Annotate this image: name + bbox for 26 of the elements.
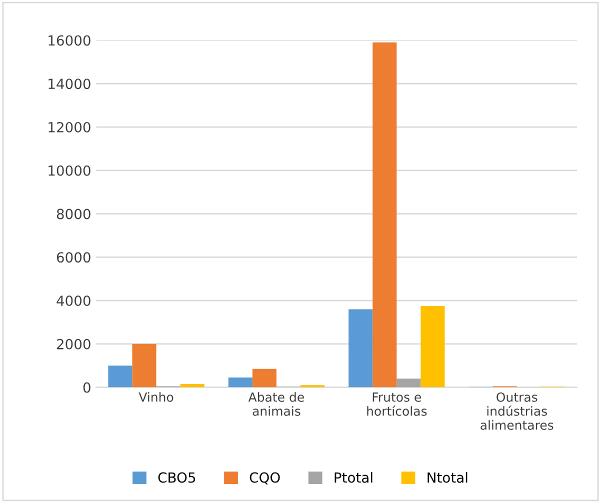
y-tick-label: 16000 (48, 35, 90, 46)
y-tick-label: 14000 (48, 78, 90, 90)
bar (108, 366, 132, 388)
y-tick-label: 12000 (48, 122, 90, 132)
bar (420, 306, 445, 388)
bar (396, 378, 421, 388)
bar (372, 42, 397, 388)
y-tick-label: 0 (83, 382, 90, 393)
y-tick-label: 2000 (56, 338, 90, 350)
bar (228, 378, 252, 388)
bar (180, 384, 204, 388)
bar (252, 368, 276, 388)
y-tick-label: 8000 (56, 208, 90, 220)
x-tick-label: Abate de animais (248, 392, 304, 416)
x-tick-label: Vinho (138, 392, 174, 402)
y-tick-label: 10000 (48, 165, 90, 176)
legend-label: Ptotal (334, 472, 372, 483)
legend-label: Ntotal (428, 472, 468, 483)
y-tick-label: 4000 (56, 296, 90, 306)
y-tick-label: 6000 (56, 252, 90, 263)
x-tick-label: Outras indústrias alimentares (480, 392, 554, 430)
x-tick-label: Frutos e hortícolas (367, 392, 427, 416)
legend-label: CQO (250, 472, 280, 484)
legend-label: CBO5 (158, 472, 196, 483)
bar (132, 344, 156, 388)
bar (348, 309, 373, 388)
